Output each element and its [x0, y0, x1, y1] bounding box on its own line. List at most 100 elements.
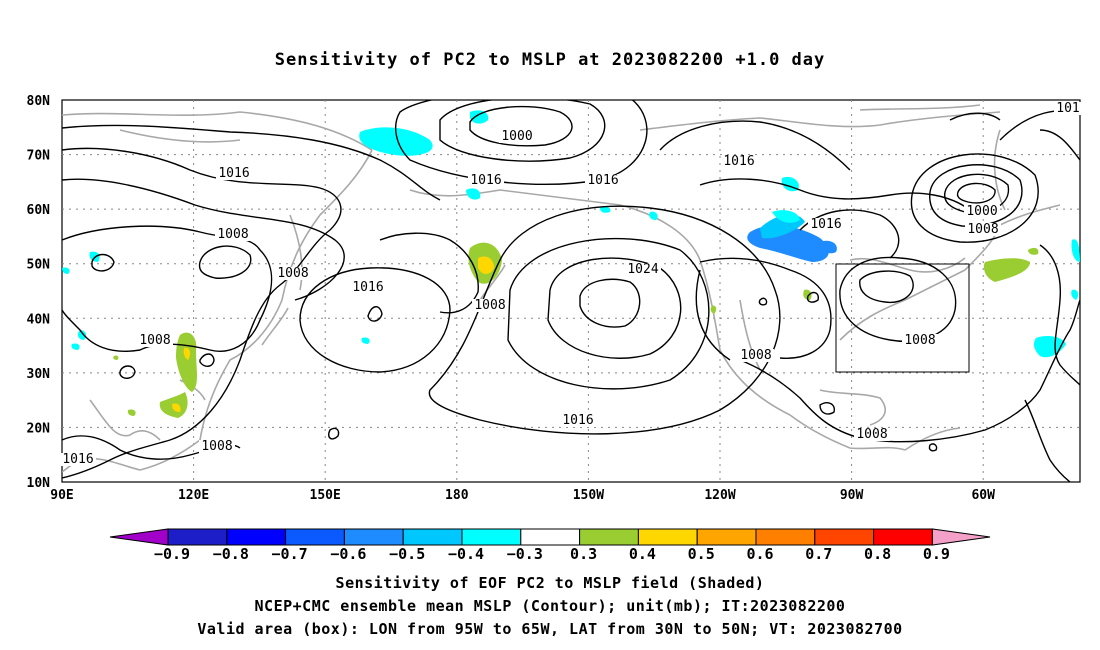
contour-labels: 1000 1016 1016 1016 1016 1016 1016 1000 1008 1008…	[60, 101, 1082, 467]
colorbar-right-arrow	[931, 528, 991, 546]
colorbar-swatch	[461, 528, 522, 546]
sensitivity-shading	[62, 110, 1080, 418]
colorbar-label: −0.8	[213, 545, 249, 563]
lat-label: 50N	[27, 258, 51, 273]
contour-label: 101	[1056, 101, 1079, 116]
contour-label: 1008	[217, 227, 248, 242]
contour-label-bg	[854, 428, 890, 441]
contour-label-bg	[468, 174, 504, 187]
contour-label: 1008	[277, 266, 308, 281]
contour-label-bg	[216, 167, 252, 180]
contour-label: 1000	[501, 129, 532, 144]
contour-label-bg	[499, 130, 535, 143]
contour-label-bg	[350, 281, 386, 294]
contour-label-bg	[60, 453, 96, 466]
mslp-contours	[62, 100, 1080, 482]
contour-label-bg	[965, 223, 1001, 236]
contour-label: 1016	[587, 173, 618, 188]
colorbar-label: −0.6	[330, 545, 366, 563]
valid-area-box	[835, 263, 970, 373]
contour-label-bg	[1054, 102, 1082, 115]
contour-label-bg	[199, 440, 235, 453]
contour-label: 1016	[470, 173, 501, 188]
contour-label: 1016	[810, 217, 841, 232]
lat-label: 60N	[27, 203, 51, 218]
lon-label: 120W	[704, 488, 735, 503]
lon-label: 150E	[310, 488, 341, 503]
contour-label: 1016	[218, 166, 249, 181]
contour-label: 1016	[62, 452, 93, 467]
contour-label: 1016	[352, 280, 383, 295]
contour-label: 1008	[474, 298, 505, 313]
contour-label: 1016	[562, 413, 593, 428]
colorbar-label: 0.5	[688, 545, 715, 563]
lat-label: 40N	[27, 312, 51, 327]
contour-label-bg	[585, 174, 621, 187]
colorbar-label: −0.7	[272, 545, 308, 563]
lon-label: 180	[445, 488, 469, 503]
contour-label: 1008	[201, 439, 232, 454]
lon-label: 90E	[50, 488, 73, 503]
colorbar-swatch	[226, 528, 287, 546]
contour-label: 1016	[723, 154, 754, 169]
lon-label: 120E	[178, 488, 209, 503]
contour-label-bg	[472, 299, 508, 312]
lat-axis-labels: 80N 70N 60N 50N 40N 30N 20N 10N	[27, 94, 51, 491]
lat-label: 30N	[27, 367, 51, 382]
contour-label: 1024	[627, 262, 658, 277]
colorbar-swatch	[520, 528, 581, 546]
colorbar-label: 0.7	[805, 545, 832, 563]
colorbar-swatch	[873, 528, 933, 546]
colorbar-labels: −0.9 −0.8 −0.7 −0.6 −0.5 −0.4 −0.3 0.3 0.4 0.5 0.6…	[154, 545, 950, 563]
contour-label: 1008	[967, 222, 998, 237]
lat-label: 70N	[27, 149, 51, 164]
contour-label-bg	[215, 228, 251, 241]
colorbar-label: 0.8	[864, 545, 891, 563]
colorbar-label: 0.3	[570, 545, 597, 563]
colorbar-swatch	[167, 528, 228, 546]
contour-label-bg	[721, 155, 757, 168]
caption-line-2: NCEP+CMC ensemble mean MSLP (Contour); u…	[254, 597, 846, 615]
colorbar-label: −0.9	[154, 545, 190, 563]
contour-label: 1008	[139, 333, 170, 348]
lon-axis-labels: 90E 120E 150E 180 150W 120W 90W 60W	[50, 488, 995, 503]
map-title: Sensitivity of PC2 to MSLP at 2023082200…	[274, 50, 826, 70]
colorbar-swatch	[285, 528, 345, 546]
contour-label: 1000	[966, 204, 997, 219]
lon-label: 150W	[573, 488, 604, 503]
lat-label: 80N	[27, 94, 51, 109]
colorbar-swatch	[755, 528, 816, 546]
colorbar-swatch	[696, 528, 757, 546]
contour-label-bg	[964, 205, 1000, 218]
contour-label: 1008	[856, 427, 887, 442]
lon-label: 90W	[840, 488, 864, 503]
colorbar	[109, 528, 991, 546]
contour-label: 1008	[904, 333, 935, 348]
colorbar-label: 0.4	[629, 545, 656, 563]
graticule	[62, 100, 1080, 482]
colorbar-swatch	[343, 528, 404, 546]
contour-label-bg	[625, 263, 661, 276]
colorbar-left-arrow	[109, 528, 169, 546]
colorbar-swatch	[579, 528, 639, 546]
colorbar-label: −0.4	[448, 545, 484, 563]
colorbar-swatch	[814, 528, 875, 546]
colorbar-label: −0.3	[507, 545, 543, 563]
colorbar-label: −0.5	[389, 545, 425, 563]
lat-label: 20N	[27, 421, 51, 436]
caption-line-1: Sensitivity of EOF PC2 to MSLP field (Sh…	[335, 574, 765, 592]
contour-label-bg	[808, 218, 844, 231]
contour-label-bg	[738, 349, 774, 362]
colorbar-swatch	[402, 528, 463, 546]
contour-label-bg	[560, 414, 596, 427]
contour-label: 1008	[740, 348, 771, 363]
caption-line-3: Valid area (box): LON from 95W to 65W, L…	[197, 620, 903, 638]
contour-label-bg	[902, 334, 938, 347]
colorbar-label: 0.9	[923, 545, 950, 563]
colorbar-label: 0.6	[746, 545, 773, 563]
contour-label-bg	[275, 267, 311, 280]
lon-label: 60W	[971, 488, 995, 503]
colorbar-swatch	[637, 528, 698, 546]
lat-label: 10N	[27, 476, 51, 491]
